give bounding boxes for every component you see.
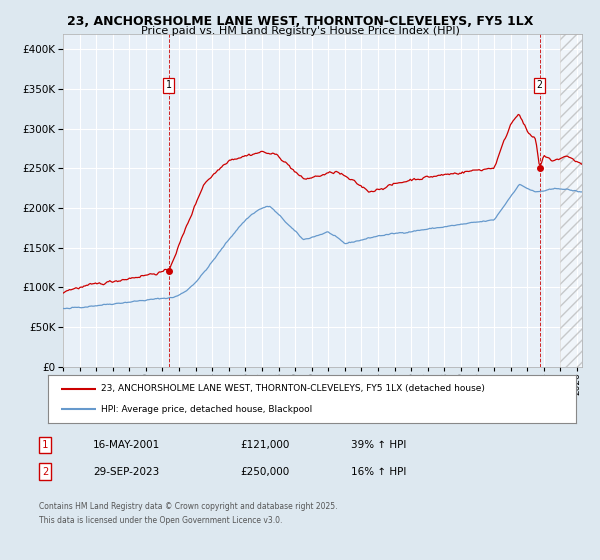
Text: This data is licensed under the Open Government Licence v3.0.: This data is licensed under the Open Gov…	[39, 516, 283, 525]
Text: 2: 2	[42, 466, 48, 477]
Text: 1: 1	[42, 440, 48, 450]
Text: 16% ↑ HPI: 16% ↑ HPI	[351, 466, 406, 477]
Text: 23, ANCHORSHOLME LANE WEST, THORNTON-CLEVELEYS, FY5 1LX: 23, ANCHORSHOLME LANE WEST, THORNTON-CLE…	[67, 15, 533, 28]
Text: 16-MAY-2001: 16-MAY-2001	[93, 440, 160, 450]
Text: 2: 2	[537, 80, 542, 90]
Bar	[560, 34, 582, 367]
Text: Price paid vs. HM Land Registry's House Price Index (HPI): Price paid vs. HM Land Registry's House …	[140, 26, 460, 36]
Text: Contains HM Land Registry data © Crown copyright and database right 2025.: Contains HM Land Registry data © Crown c…	[39, 502, 337, 511]
Text: £121,000: £121,000	[240, 440, 289, 450]
Text: £250,000: £250,000	[240, 466, 289, 477]
Bar	[560, 34, 582, 367]
Text: 39% ↑ HPI: 39% ↑ HPI	[351, 440, 406, 450]
Text: 23, ANCHORSHOLME LANE WEST, THORNTON-CLEVELEYS, FY5 1LX (detached house): 23, ANCHORSHOLME LANE WEST, THORNTON-CLE…	[101, 384, 485, 393]
Text: 29-SEP-2023: 29-SEP-2023	[93, 466, 159, 477]
Text: 1: 1	[166, 80, 172, 90]
Text: HPI: Average price, detached house, Blackpool: HPI: Average price, detached house, Blac…	[101, 405, 312, 414]
